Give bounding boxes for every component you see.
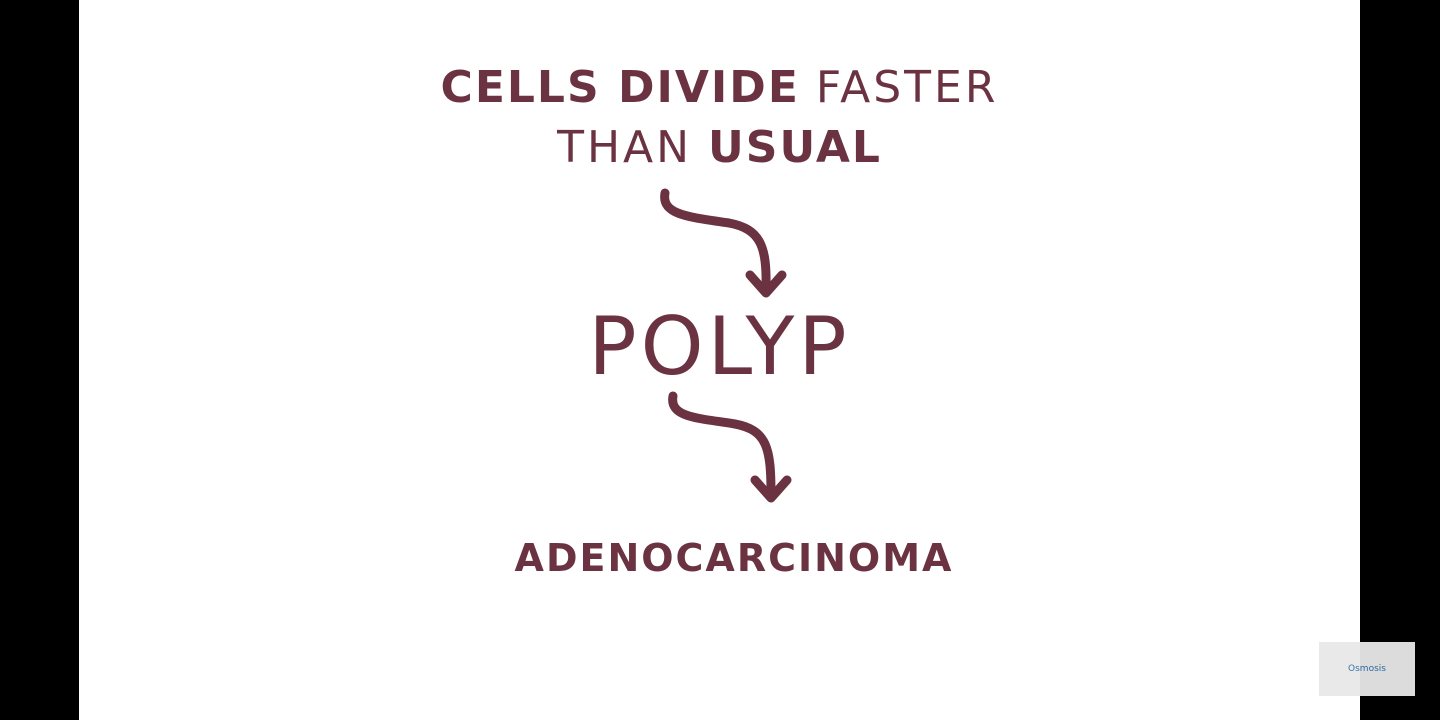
heading-thin-text-2: THAN xyxy=(557,122,693,173)
heading-line-2: THAN USUAL xyxy=(79,122,1360,173)
osmosis-logo-icon: Osmosis xyxy=(1348,664,1386,674)
video-frame: CELLS DIVIDE FASTER THAN USUAL POLYP ADE… xyxy=(79,0,1360,720)
heading-bold-text-2: USUAL xyxy=(708,122,882,173)
heading-line-1: CELLS DIVIDE FASTER xyxy=(79,62,1360,113)
osmosis-watermark[interactable]: Osmosis xyxy=(1319,642,1415,696)
polyp-label: POLYP xyxy=(588,300,851,393)
curved-arrow-icon xyxy=(660,188,787,298)
adenocarcinoma-label: ADENOCARCINOMA xyxy=(514,536,954,580)
curved-arrow-icon-2 xyxy=(668,391,792,503)
heading-bold-text: CELLS DIVIDE xyxy=(440,62,800,113)
heading-thin-text: FASTER xyxy=(815,62,999,113)
